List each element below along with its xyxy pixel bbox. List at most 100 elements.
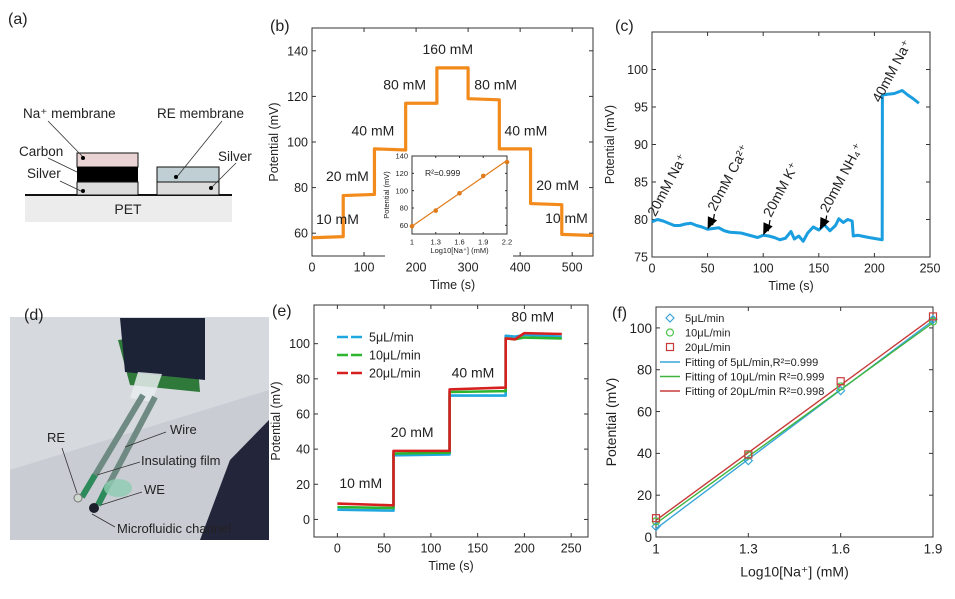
re-membrane-layer <box>156 166 220 183</box>
x-tick-label: 250 <box>561 542 582 556</box>
y-tick-label: 60 <box>294 227 308 241</box>
series-line-20ul-min <box>337 331 562 507</box>
x-tick-label: 300 <box>458 261 479 275</box>
x-tick-label: 150 <box>467 542 488 556</box>
data-point-diamond <box>928 314 938 325</box>
y-tick-label: 85 <box>634 176 648 190</box>
silver-left-label: Silver <box>27 166 61 181</box>
dark-surface <box>200 420 269 540</box>
x-tick-label: 150 <box>808 262 829 276</box>
arrow-head-icon <box>707 216 718 230</box>
legend-item: 10μL/min <box>665 328 730 340</box>
step-concentration-label: 20 mM <box>391 424 434 440</box>
x-tick-label: 0 <box>334 542 341 556</box>
re-membrane-label: RE membrane <box>157 106 244 121</box>
data-point-diamond <box>743 455 754 466</box>
connector-block <box>120 318 205 380</box>
step-concentration-label: 10 mM <box>545 210 588 226</box>
y-tick-label: 60 <box>296 407 310 421</box>
fit-line <box>655 320 934 530</box>
microfluidic-channel-label: Microfluidic channel <box>117 521 231 536</box>
inset-r2-label: R²=0.999 <box>425 168 460 178</box>
x-tick-label: 100 <box>354 261 375 275</box>
x-tick-label: 100 <box>753 262 774 276</box>
y-tick-label: 75 <box>634 251 648 265</box>
silver-layer-right <box>156 181 220 196</box>
y-tick-label: 80 <box>400 204 408 213</box>
y-tick-label: 80 <box>637 363 652 378</box>
y-tick-label: 140 <box>395 152 408 161</box>
x-tick-label: 250 <box>920 262 941 276</box>
inset-calibration-chart: 1 1.3 1.6 1.9 2.2 60 80 100 120 140 Log10[Na⁺] (mM… <box>382 152 513 260</box>
data-point-diamond <box>651 521 661 532</box>
x-tick-label: 1.9 <box>478 238 488 247</box>
pet-label: PET <box>114 201 142 217</box>
x-axis-label: Time (s) <box>430 278 475 292</box>
legend-marker <box>665 328 675 337</box>
y-tick-label: 20 <box>296 478 310 492</box>
y-tick-label: 120 <box>395 169 408 178</box>
x-axis-label: Time (s) <box>768 279 813 293</box>
y-tick-label: 100 <box>289 337 310 351</box>
step-concentration-label: 20 mM <box>326 168 369 184</box>
y-tick-label: 80 <box>294 181 308 195</box>
pet-substrate <box>25 195 232 222</box>
data-point-circle <box>836 382 845 391</box>
x-tick-label: 1 <box>410 238 414 247</box>
leader-lines <box>47 120 237 193</box>
legend-item: Fitting of 10μL/min R²=0.999 <box>660 372 824 384</box>
step-concentration-label: 10 mM <box>316 211 359 227</box>
step-concentration-label: 40 mM <box>452 365 495 381</box>
re-electrode <box>73 493 83 503</box>
y-tick-label: 140 <box>287 44 308 58</box>
photo-leader-lines <box>61 431 167 528</box>
y-tick-label: 100 <box>627 63 648 77</box>
x-tick-label: 200 <box>864 262 885 276</box>
chart-b: 0 100 200 300 400 500 60 80 100 120 140 Time (s) Pot… <box>267 27 594 292</box>
legend-label: 20μL/min <box>369 367 421 381</box>
x-tick-label: 500 <box>562 261 583 275</box>
arrow-head-icon <box>763 222 773 236</box>
y-tick-label: 80 <box>634 213 648 227</box>
x-tick-label: 1.9 <box>924 542 943 557</box>
step-concentration-label: 160 mM <box>423 41 474 57</box>
channel-region <box>104 479 132 497</box>
y-tick-label: 90 <box>634 138 648 152</box>
x-tick-label: 400 <box>510 261 531 275</box>
legend-item: Fitting of 20μL/min R²=0.998 <box>660 386 824 398</box>
panel-b-label: (b) <box>270 18 290 35</box>
x-tick-label: 1.3 <box>739 542 758 557</box>
legend-label: Fitting of 20μL/min R²=0.998 <box>685 386 824 398</box>
inset-data-point <box>504 159 510 165</box>
na-membrane-layer <box>76 152 139 168</box>
re-label: RE <box>47 430 65 445</box>
interferent-label: 20mM NH₄⁺ <box>816 140 866 215</box>
legend-item: 10μL/min <box>337 349 421 363</box>
x-tick-label: 0 <box>649 262 656 276</box>
clip <box>130 372 162 402</box>
inset-data-point <box>457 190 462 196</box>
chart-f: 1 1.3 1.6 1.9 0 20 40 60 80 100 Log10[Na⁺] (mM) Pot… <box>603 306 943 580</box>
y-tick-label: 100 <box>629 321 652 336</box>
y-tick-label: 20 <box>637 488 652 503</box>
y-tick-label: 80 <box>296 372 310 386</box>
y-tick-label: 60 <box>400 221 408 230</box>
wire-label: Wire <box>170 422 197 437</box>
interferent-label: 20mM K⁺ <box>760 159 802 219</box>
chart-e: 0 50 100 150 200 250 0 20 40 60 80 100 Time (s) Poten… <box>269 304 589 573</box>
y-tick-label: 40 <box>296 443 310 457</box>
legend-label: 10μL/min <box>369 349 421 363</box>
data-point-square <box>836 377 845 386</box>
legend-item: 5μL/min <box>337 331 414 345</box>
series-line-potential <box>311 66 594 240</box>
legend-marker <box>665 313 675 323</box>
panel-e-label: (e) <box>272 303 292 320</box>
step-concentration-label: 80 mM <box>511 309 554 325</box>
legend-label: 5μL/min <box>369 331 414 345</box>
legend-label: 20μL/min <box>685 342 730 354</box>
data-point-square <box>651 514 661 523</box>
y-tick-label: 120 <box>287 90 308 104</box>
y-tick-label: 100 <box>287 136 308 150</box>
y-axis-label: Potential (mV) <box>267 102 281 181</box>
